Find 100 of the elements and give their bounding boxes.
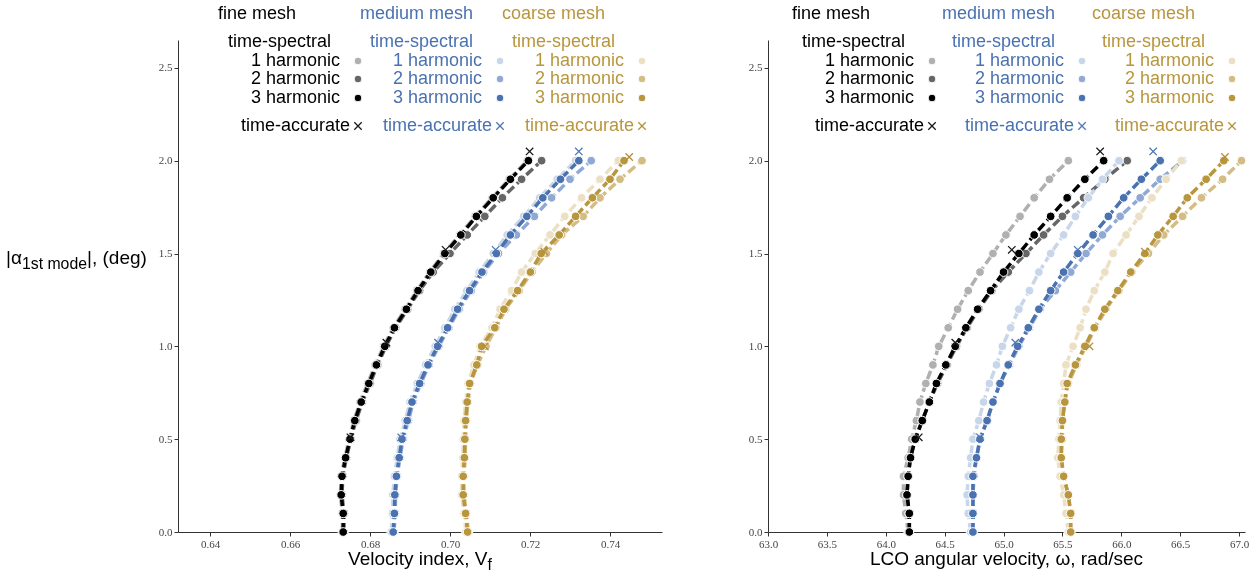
point: [973, 415, 984, 426]
text: medium mesh: [360, 3, 474, 23]
legend-label: time-accurate: [382, 115, 492, 135]
point: [1177, 211, 1188, 222]
point: [1136, 174, 1147, 185]
point: [933, 341, 944, 352]
point: [605, 174, 615, 185]
point: [1001, 230, 1011, 240]
point: [1085, 341, 1094, 351]
legend-label: 3 harmonic: [534, 87, 624, 107]
point: [1118, 192, 1129, 203]
point: [536, 155, 547, 166]
point: [516, 267, 527, 277]
legend-label: time-accurate: [814, 115, 924, 135]
point: [914, 432, 924, 442]
point: [1010, 338, 1020, 347]
annotation: time-spectral: [370, 31, 474, 51]
legend-label: 3 harmonic: [824, 87, 914, 107]
point: [952, 304, 963, 315]
point: [1114, 155, 1124, 166]
point: [525, 147, 534, 156]
point: [1121, 230, 1131, 240]
point: [1115, 211, 1125, 222]
point: [1153, 230, 1163, 240]
x-tick-label: 66.0: [1112, 537, 1132, 550]
y-tick-label: 0.0: [748, 525, 763, 538]
y-tick-label: 0.0: [158, 525, 173, 538]
x-tick-label: 0.70: [440, 537, 461, 550]
point: [576, 192, 587, 203]
point: [1098, 155, 1109, 166]
point: [975, 267, 985, 277]
x-tick-label: 0.72: [520, 537, 541, 550]
x-tick-label: 63.0: [758, 537, 779, 550]
point: [1134, 211, 1144, 222]
x-tick-label: 0.66: [280, 537, 301, 550]
point: [1182, 192, 1193, 203]
legend-label: time-accurate: [240, 115, 350, 135]
point: [1061, 360, 1071, 370]
point: [1147, 192, 1157, 203]
x-tick-label: 0.64: [200, 537, 221, 550]
point: [1201, 174, 1211, 185]
point: [1058, 267, 1069, 277]
point: [1038, 230, 1049, 240]
point: [943, 322, 954, 333]
point: [1075, 322, 1085, 333]
x-tick-label: 0.68: [360, 537, 381, 550]
y-tick-label: 2.5: [158, 61, 173, 74]
point: [991, 360, 1002, 370]
point: [570, 211, 581, 222]
legend-label: 3 harmonic: [250, 87, 340, 107]
y-tick-label: 1.5: [158, 247, 173, 260]
point: [1108, 248, 1118, 259]
legend-label: 2 harmonic: [534, 68, 624, 88]
legend-label: time-accurate: [524, 115, 634, 135]
point: [587, 192, 598, 203]
y-tick-label: 1.5: [748, 247, 763, 260]
legend-label: 1 harmonic: [1124, 50, 1214, 70]
legend-label: 2 harmonic: [824, 68, 914, 88]
point: [433, 338, 443, 347]
point: [1089, 285, 1100, 296]
point: [546, 192, 557, 203]
legend-label: 3 harmonic: [974, 87, 1064, 107]
annotation: time-spectral: [952, 31, 1056, 51]
text: fine mesh: [792, 3, 871, 23]
point: [1168, 211, 1178, 222]
point: [928, 360, 938, 370]
x-axis-title: LCO angular velocity, ω, rad/sec: [868, 548, 1145, 570]
annotation: time-spectral: [228, 31, 332, 51]
y-tick-label: 1.0: [158, 339, 173, 352]
point: [491, 245, 500, 255]
point: [1029, 192, 1040, 203]
point: [1057, 211, 1068, 222]
point: [516, 174, 527, 185]
x-tick-label: 67.0: [1229, 537, 1250, 550]
point: [978, 397, 989, 407]
y-tick-label: 2.5: [748, 61, 763, 74]
legend-label: 3 harmonic: [392, 87, 482, 107]
point: [997, 341, 1008, 352]
point: [479, 211, 490, 222]
point: [1014, 304, 1024, 315]
point: [1029, 230, 1040, 240]
y-tick-label: 0.5: [748, 432, 763, 445]
point: [1148, 147, 1158, 156]
point: [950, 338, 960, 347]
point: [1135, 192, 1146, 203]
point: [1161, 174, 1171, 185]
point: [1079, 174, 1090, 185]
point: [1045, 248, 1056, 259]
point: [1045, 285, 1056, 296]
point: [1155, 155, 1166, 166]
text: coarse mesh: [502, 3, 606, 23]
legend-label: 2 harmonic: [1124, 68, 1214, 88]
point: [1015, 211, 1025, 222]
point: [1100, 267, 1110, 277]
legend-label: 3 harmonic: [1124, 87, 1214, 107]
x-tick-label: 0.74: [600, 537, 621, 550]
legend-label: time-accurate: [1114, 115, 1224, 135]
point: [441, 245, 450, 255]
x-tick-label: 66.5: [1171, 537, 1191, 550]
legend-label: time-accurate: [964, 115, 1074, 135]
